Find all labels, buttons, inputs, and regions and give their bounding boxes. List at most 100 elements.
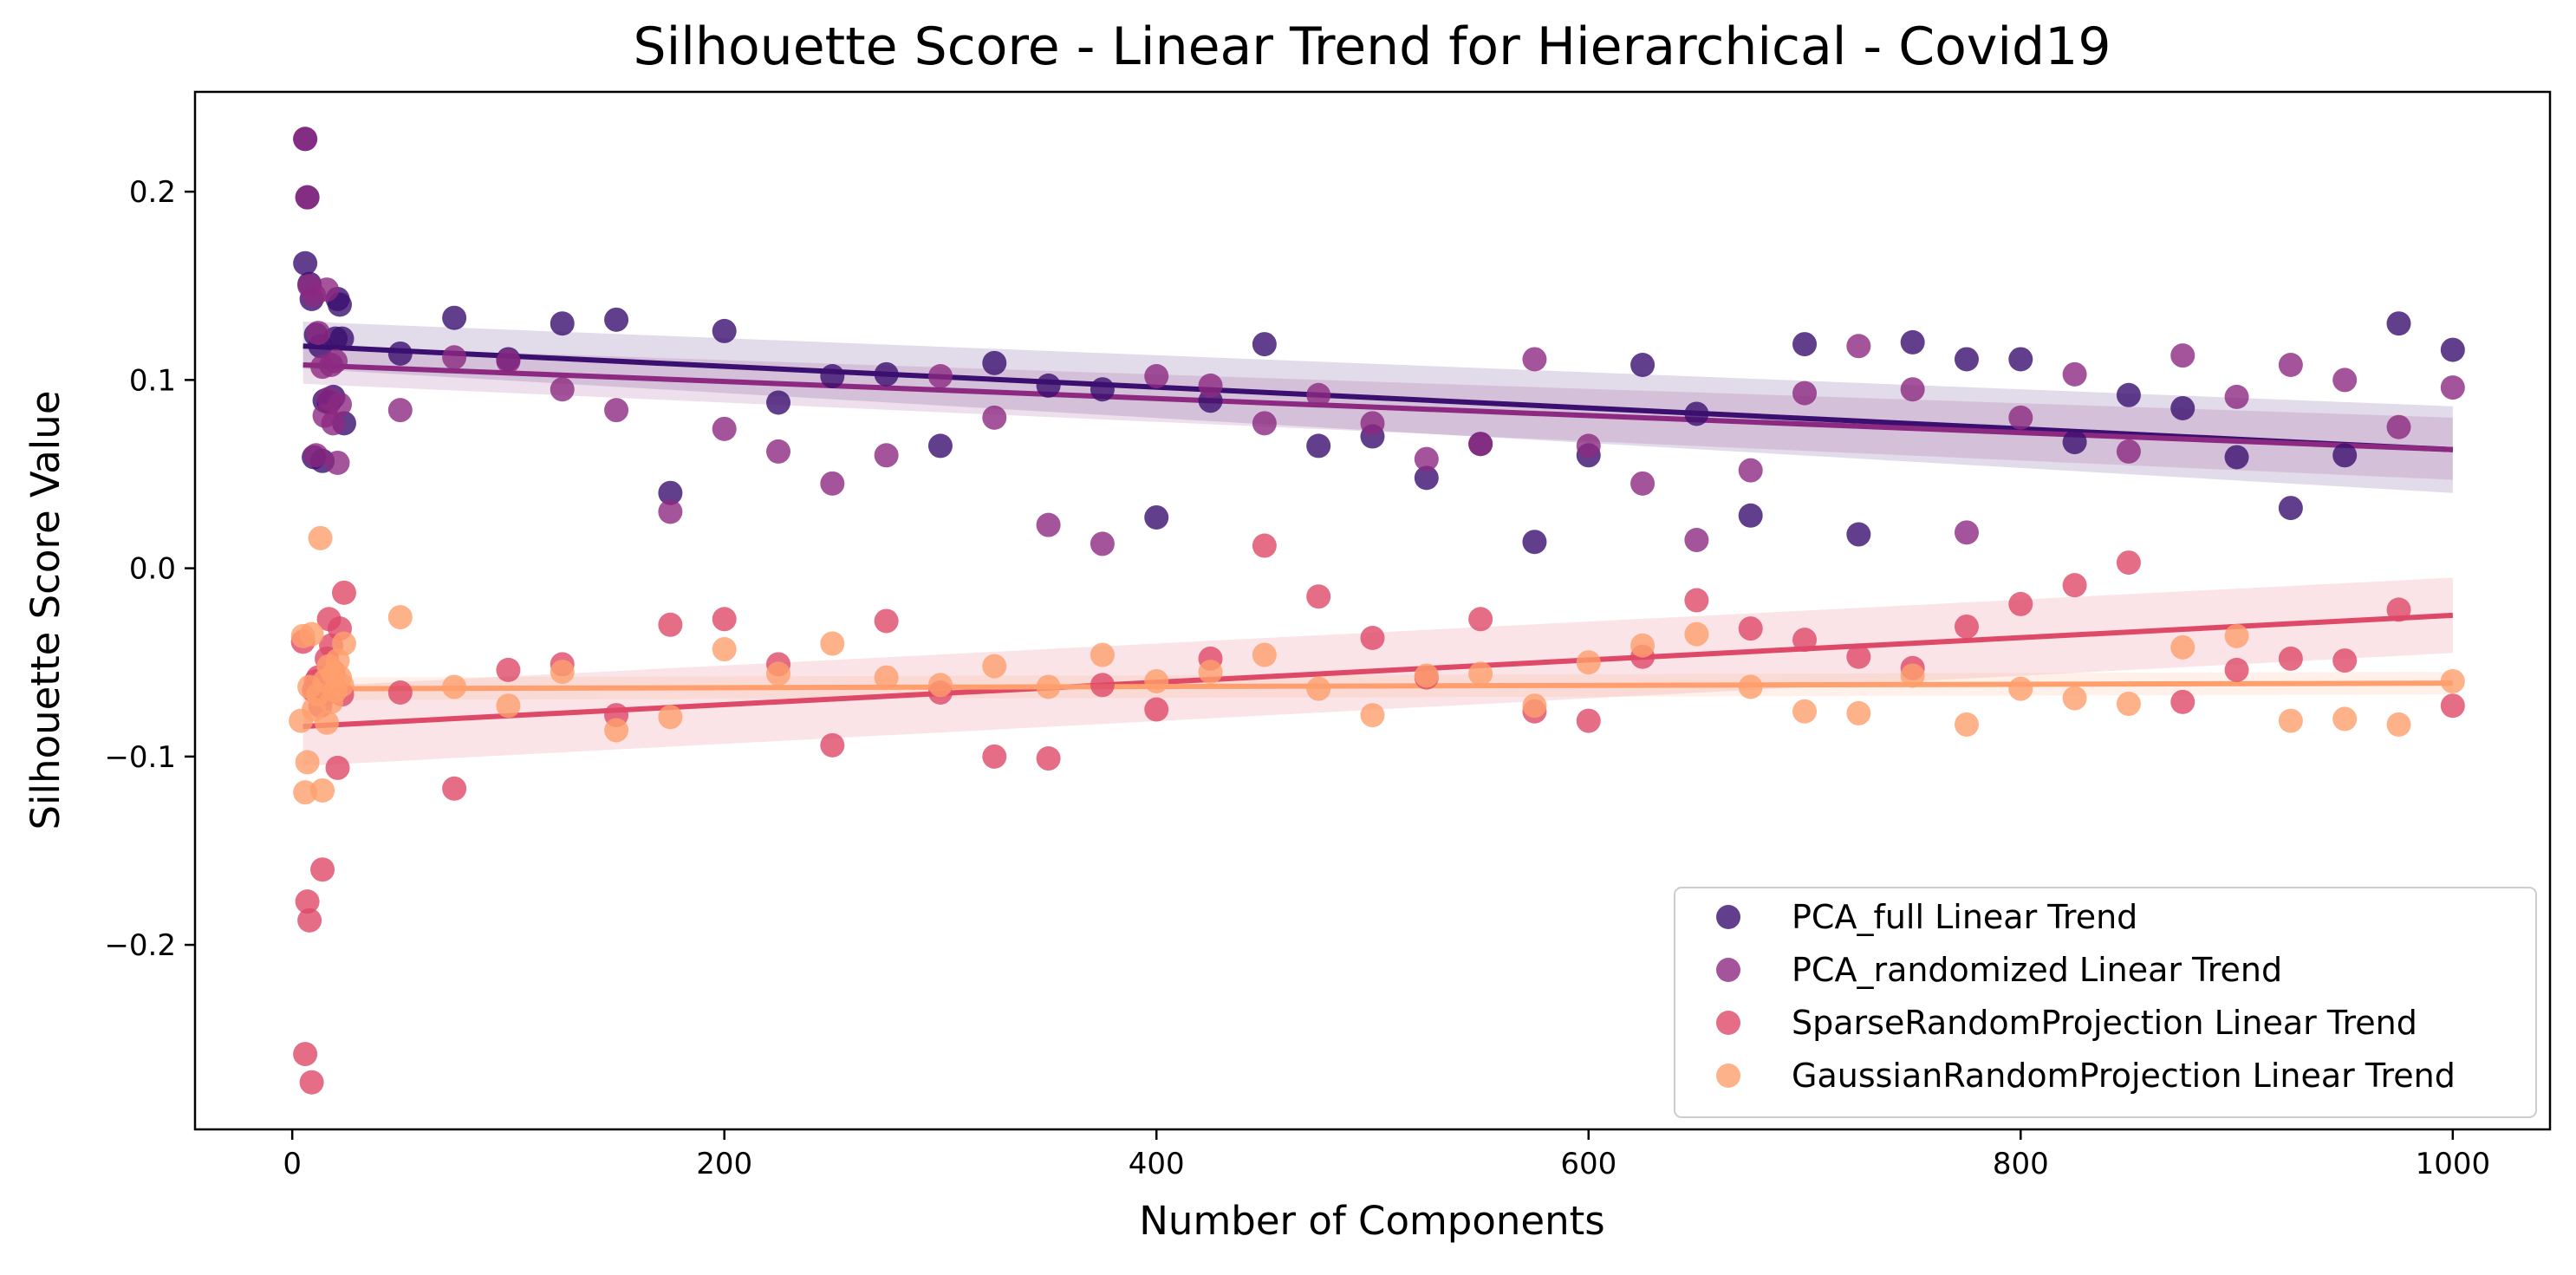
trend-line-series-1	[302, 362, 2453, 452]
y-axis-ticks: −0.2 −0.1 0.0 0.1 0.2	[104, 175, 195, 963]
data-point-series-1	[2332, 368, 2358, 393]
data-point-series-3	[550, 660, 575, 685]
data-point-series-2	[1306, 584, 1331, 609]
data-point-series-1	[820, 471, 845, 496]
data-point-series-1	[325, 450, 350, 475]
data-point-series-1	[306, 321, 331, 346]
data-point-series-0	[387, 341, 413, 366]
data-point-series-1	[295, 185, 320, 210]
data-point-series-2	[2116, 550, 2141, 576]
data-point-series-2	[299, 1070, 324, 1095]
data-point-series-1	[2062, 361, 2087, 387]
data-point-series-0	[1414, 465, 1439, 491]
data-point-series-0	[927, 433, 953, 459]
legend-items: PCA_full Linear Trend PCA_randomized Line…	[1716, 898, 2456, 1095]
data-point-series-3	[308, 525, 333, 550]
data-point-series-0	[1090, 377, 1115, 402]
plot-frame	[193, 90, 2552, 1131]
data-point-series-2	[1468, 607, 1493, 632]
data-point-series-2	[331, 580, 356, 605]
data-point-series-2	[1036, 746, 1061, 771]
trend-lines	[302, 343, 2453, 730]
data-point-series-3	[331, 631, 356, 656]
data-point-series-0	[550, 311, 575, 336]
data-point-series-0	[2440, 337, 2465, 362]
data-point-series-1	[550, 377, 575, 402]
data-point-series-0	[1900, 329, 1925, 355]
data-point-series-3	[2278, 708, 2303, 733]
legend-marker-series-0	[1716, 905, 1740, 929]
legend-box	[1674, 887, 2537, 1118]
data-point-series-3	[295, 750, 320, 775]
data-point-series-1	[766, 439, 791, 464]
legend-marker-series-1	[1716, 958, 1740, 982]
data-point-series-3	[1738, 674, 1763, 699]
data-point-series-0	[2062, 430, 2087, 455]
data-point-series-2	[2332, 648, 2358, 673]
legend-label-series-0: PCA_full Linear Trend	[1792, 898, 2137, 936]
data-point-series-2	[1846, 644, 1871, 669]
data-point-series-2	[1252, 533, 1277, 558]
data-point-series-0	[1846, 522, 1871, 547]
data-point-series-2	[2386, 597, 2411, 622]
data-point-series-2	[982, 744, 1007, 769]
data-point-series-2	[2440, 693, 2465, 719]
data-point-series-2	[297, 907, 322, 933]
data-point-series-3	[604, 718, 629, 743]
data-point-series-1	[1576, 433, 1601, 459]
y-tick-label: −0.1	[104, 740, 176, 775]
data-point-series-0	[1252, 332, 1277, 357]
x-axis-ticks: 0 200 400 600 800 1000	[283, 1129, 2490, 1181]
y-tick-label: 0.1	[129, 363, 176, 398]
data-point-series-1	[293, 127, 318, 152]
data-point-series-1	[496, 348, 521, 374]
data-point-series-2	[1144, 697, 1169, 722]
data-point-series-3	[1522, 693, 1547, 719]
data-point-series-1	[2386, 414, 2411, 439]
data-point-series-2	[2170, 689, 2195, 714]
data-point-series-0	[2116, 382, 2141, 407]
data-point-series-3	[1036, 674, 1061, 699]
legend-label-series-1: PCA_randomized Linear Trend	[1792, 951, 2282, 989]
y-axis-label: Silhouette Score Value	[23, 390, 68, 829]
chart-title: Silhouette Score - Linear Trend for Hier…	[634, 16, 2111, 77]
data-point-series-3	[1090, 642, 1115, 667]
data-point-series-3	[1414, 663, 1439, 688]
data-point-series-3	[927, 673, 953, 698]
data-point-series-2	[1738, 616, 1763, 641]
data-point-series-1	[712, 416, 737, 441]
data-point-series-0	[1522, 530, 1547, 555]
trend-line-series-0	[302, 343, 2453, 452]
data-point-series-1	[1468, 432, 1493, 457]
data-point-series-3	[2062, 686, 2087, 711]
y-tick-label: 0.2	[129, 175, 176, 210]
data-point-series-2	[874, 608, 899, 634]
data-point-series-1	[1414, 446, 1439, 472]
data-point-series-2	[387, 680, 413, 705]
y-tick-label: −0.2	[104, 928, 176, 963]
data-point-series-2	[1684, 588, 1709, 613]
data-point-series-0	[766, 390, 791, 415]
data-point-series-1	[321, 411, 346, 436]
data-point-series-1	[303, 443, 329, 468]
data-point-series-1	[1306, 382, 1331, 407]
data-point-series-0	[442, 305, 467, 330]
data-point-series-3	[2440, 668, 2465, 693]
data-point-series-3	[766, 661, 791, 686]
legend-marker-series-2	[1716, 1011, 1740, 1035]
data-point-series-1	[387, 398, 413, 423]
data-point-series-0	[293, 250, 318, 276]
data-point-series-1	[442, 345, 467, 370]
data-point-series-3	[1144, 668, 1169, 693]
data-point-series-2	[1954, 614, 1979, 639]
data-point-series-3	[712, 637, 737, 662]
x-tick-label: 0	[283, 1147, 302, 1181]
data-point-series-1	[1900, 377, 1925, 402]
data-point-series-0	[2008, 347, 2033, 372]
data-point-series-1	[1198, 373, 1223, 398]
data-point-series-1	[1522, 347, 1547, 372]
data-point-series-2	[1792, 628, 1818, 653]
data-point-series-2	[496, 657, 521, 682]
trend-line-series-2	[302, 612, 2453, 730]
data-point-series-0	[874, 361, 899, 387]
